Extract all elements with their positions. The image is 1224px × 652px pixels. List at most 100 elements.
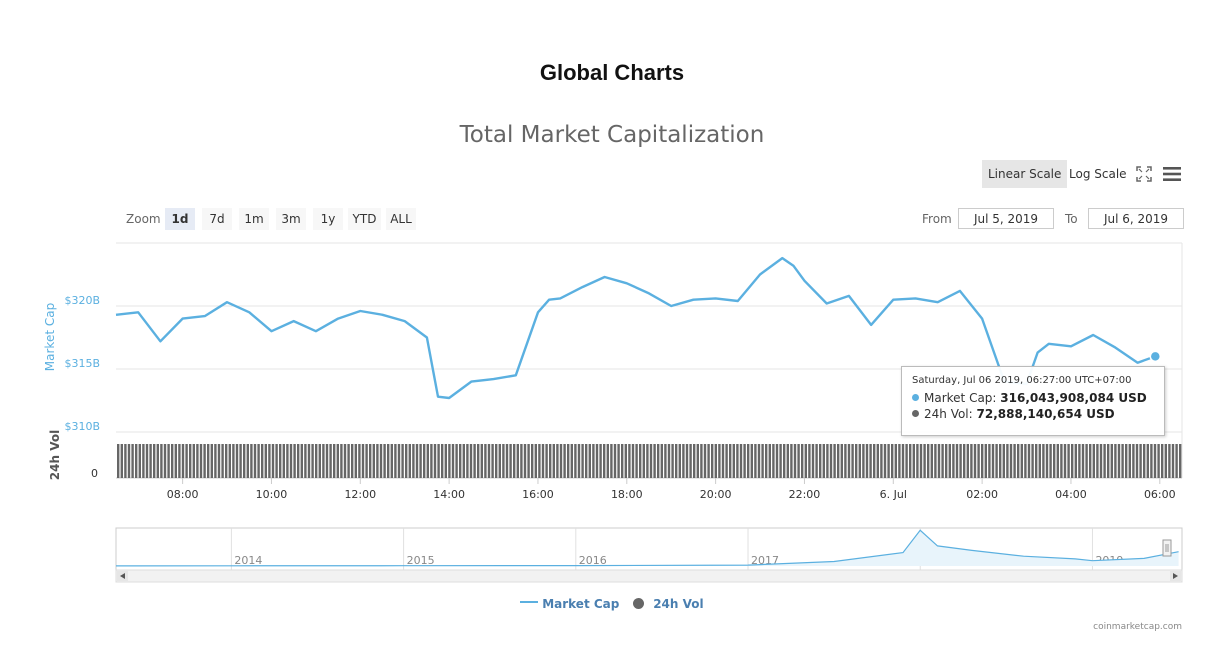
volume-bar — [415, 444, 419, 478]
y-tick-320b: $320B — [64, 294, 100, 307]
volume-bar — [484, 444, 487, 478]
volume-bar — [433, 444, 437, 478]
market-cap-line[interactable] — [115, 256, 1156, 400]
volume-bar — [916, 444, 919, 478]
zoom-1d-button[interactable]: 1d — [165, 208, 195, 230]
volume-bar — [1042, 444, 1045, 478]
volume-bar — [329, 444, 332, 478]
scroll-right-arrow-icon — [1173, 573, 1178, 579]
volume-bar — [613, 444, 617, 478]
navigator-scrollbar[interactable] — [115, 569, 1183, 583]
y-tick-310b: $310B — [64, 420, 100, 433]
zoom-7d-button[interactable]: 7d — [202, 208, 232, 230]
y-axis-title-market-cap: Market Cap — [43, 303, 57, 371]
hover-point — [1149, 350, 1162, 363]
volume-bar — [696, 444, 699, 478]
legend-volume-dot-icon — [633, 598, 644, 609]
volume-bar — [1175, 444, 1178, 478]
volume-bar — [135, 444, 138, 478]
log-scale-button[interactable]: Log Scale — [1069, 167, 1127, 181]
zoom-3m-button[interactable]: 3m — [276, 208, 306, 230]
from-date-input[interactable]: Jul 5, 2019 — [958, 208, 1054, 229]
volume-bar — [567, 444, 570, 478]
volume-bar — [610, 444, 613, 478]
zoom-ytd-button[interactable]: YTD — [348, 208, 381, 230]
volume-bar — [196, 444, 199, 478]
main-chart[interactable]: $320B $315B $310B 0 Market Cap 24h Vol 0… — [0, 0, 1224, 600]
volume-bar — [167, 444, 170, 478]
x-tick-label: 06:00 — [1144, 488, 1176, 501]
legend-line-icon — [520, 601, 538, 603]
tooltip: Saturday, Jul 06 2019, 06:27:00 UTC+07:0… — [901, 366, 1165, 436]
volume-bar — [642, 444, 645, 478]
volume-bar — [1121, 444, 1124, 478]
volume-bar — [279, 444, 282, 478]
volume-bar — [750, 444, 753, 478]
volume-bar — [693, 444, 696, 478]
volume-bar — [757, 444, 761, 478]
volume-bar — [984, 444, 987, 478]
volume-bar — [653, 444, 656, 478]
from-label: From — [922, 212, 952, 226]
volume-bar — [1013, 444, 1016, 478]
x-tick-label: 6. Jul — [880, 488, 907, 501]
legend-volume[interactable]: 24h Vol — [633, 597, 704, 611]
zoom-1y-button[interactable]: 1y — [313, 208, 343, 230]
volume-bar — [210, 444, 213, 478]
credit-link[interactable]: coinmarketcap.com — [1093, 622, 1182, 632]
legend-market-cap[interactable]: Market Cap — [520, 597, 619, 611]
volume-bar — [873, 444, 876, 478]
volume-bar — [117, 444, 120, 478]
volume-bar — [711, 444, 714, 478]
volume-bar — [1002, 444, 1005, 478]
zoom-all-button[interactable]: ALL — [386, 208, 416, 230]
volume-bar — [1128, 444, 1131, 478]
tooltip-volume-row: 24h Vol: 72,888,140,654 USD — [912, 406, 1154, 422]
volume-bar — [588, 444, 591, 478]
to-date-input[interactable]: Jul 6, 2019 — [1088, 208, 1184, 229]
volume-bar — [120, 444, 123, 478]
hamburger-menu-icon[interactable] — [1162, 166, 1182, 182]
fullscreen-icon[interactable] — [1136, 166, 1152, 182]
volume-bar — [307, 444, 311, 478]
page-title: Global Charts — [539, 60, 685, 85]
volume-bar — [138, 444, 141, 478]
volume-bar — [448, 444, 451, 478]
volume-bar — [876, 444, 879, 478]
volume-bar — [1125, 444, 1128, 478]
volume-bar — [862, 444, 865, 478]
volume-bar — [765, 444, 768, 478]
navigator-handle[interactable] — [1162, 539, 1172, 557]
scroll-left-arrow-icon — [120, 573, 125, 579]
volume-bar — [1153, 444, 1157, 478]
volume-bar — [783, 444, 786, 478]
volume-bar — [336, 444, 339, 478]
volume-bar — [905, 444, 908, 478]
legend-volume-label: 24h Vol — [653, 597, 704, 611]
linear-scale-button[interactable]: Linear Scale — [982, 160, 1068, 188]
volume-bar — [837, 444, 840, 478]
zoom-1m-button[interactable]: 1m — [239, 208, 269, 230]
volume-bar — [919, 444, 923, 478]
navigator-year-label: 2015 — [407, 554, 435, 567]
volume-bar — [214, 444, 217, 478]
x-tick-label: 12:00 — [344, 488, 376, 501]
volume-bar — [682, 444, 685, 478]
volume-bar — [1038, 444, 1041, 478]
volume-bar — [855, 444, 858, 478]
volume-bar — [815, 444, 818, 478]
volume-bar — [1143, 444, 1146, 478]
volume-bar — [145, 444, 149, 478]
volume-bar — [826, 444, 829, 478]
volume-bar — [545, 444, 548, 478]
volume-bar — [354, 444, 357, 478]
volume-bar — [491, 444, 494, 478]
volume-bar — [552, 444, 555, 478]
volume-bar — [1096, 444, 1099, 478]
volume-bar — [264, 444, 267, 478]
volume-bar — [455, 444, 458, 478]
volume-bar — [495, 444, 498, 478]
volume-bar — [1110, 444, 1113, 478]
volume-bar — [729, 444, 732, 478]
volume-bar — [1081, 444, 1085, 478]
